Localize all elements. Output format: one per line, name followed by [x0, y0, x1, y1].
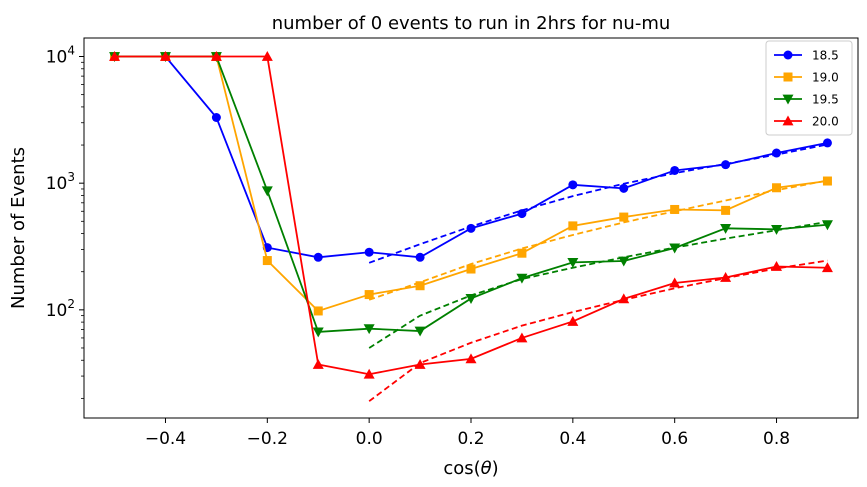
series-18-5 — [110, 52, 832, 264]
data-point — [771, 224, 783, 235]
y-axis-title: Number of Events — [8, 147, 29, 309]
x-tick-label: 0.6 — [661, 429, 688, 449]
x-tick-label: 0.8 — [763, 429, 790, 449]
data-point — [363, 368, 375, 379]
y-tick-label: 102 — [46, 297, 75, 321]
data-point — [415, 252, 425, 262]
data-point — [414, 326, 426, 337]
legend-box — [765, 40, 853, 136]
data-point — [720, 272, 732, 282]
data-point — [465, 294, 477, 304]
y-tick-label: 103 — [46, 170, 75, 194]
legend-marker — [782, 115, 794, 126]
data-point — [262, 256, 272, 266]
x-tick-label: −0.2 — [247, 429, 288, 449]
legend-label: 18.5 — [812, 49, 839, 63]
data-point — [363, 324, 375, 335]
series-20-0 — [109, 51, 833, 402]
data-point — [313, 252, 323, 262]
fit-line — [368, 220, 828, 349]
plot-area — [109, 51, 833, 402]
data-point — [466, 223, 476, 233]
data-point — [313, 306, 323, 316]
data-point — [364, 247, 374, 257]
legend-item: 19.5 — [774, 93, 839, 107]
data-point — [619, 212, 629, 222]
data-point — [822, 176, 832, 186]
data-point — [619, 183, 629, 193]
legend-item: 19.0 — [774, 71, 839, 85]
data-point — [516, 332, 528, 343]
x-tick-label: 0.0 — [356, 429, 383, 449]
data-point — [567, 315, 579, 326]
legend-marker — [783, 72, 793, 82]
data-point — [210, 51, 222, 61]
data-point — [618, 256, 630, 267]
data-point — [261, 51, 273, 61]
x-tick-label: 0.2 — [457, 429, 484, 449]
series-line — [114, 55, 828, 376]
data-point — [415, 281, 425, 291]
data-point — [517, 209, 527, 219]
data-point — [568, 221, 578, 231]
x-tick-label: 0.4 — [559, 429, 586, 449]
legend-item: 18.5 — [774, 49, 839, 63]
data-point — [822, 138, 832, 148]
data-point — [821, 220, 833, 231]
data-point — [772, 148, 782, 158]
data-point — [821, 262, 833, 273]
data-point — [312, 359, 324, 369]
data-point — [721, 160, 731, 170]
data-point — [465, 353, 477, 364]
legend: 18.5 19.0 19.5 20.0 — [765, 40, 853, 136]
data-point — [771, 260, 783, 271]
data-point — [109, 51, 121, 61]
data-point — [772, 183, 782, 193]
data-point — [670, 204, 680, 214]
x-tick-label: −0.4 — [145, 429, 186, 449]
legend-marker — [783, 50, 793, 60]
series-line — [114, 55, 828, 333]
fit-line — [368, 259, 828, 402]
data-point — [517, 248, 527, 258]
legend-label: 19.5 — [812, 93, 839, 107]
data-point — [364, 290, 374, 300]
legend-marker — [782, 94, 794, 105]
legend-label: 19.0 — [812, 71, 839, 85]
data-point — [261, 186, 273, 197]
data-point — [211, 112, 221, 122]
data-point — [670, 165, 680, 175]
series-19-0 — [110, 52, 832, 316]
data-point — [669, 277, 681, 288]
legend-item: 20.0 — [774, 115, 839, 129]
data-point — [567, 257, 579, 268]
y-tick-label: 104 — [46, 44, 75, 68]
x-axis-title: cos(θ) — [443, 458, 498, 479]
data-point — [414, 359, 426, 369]
chart-title: number of 0 events to run in 2hrs for nu… — [272, 13, 671, 34]
y-minor-ticks — [81, 61, 84, 399]
series-19-5 — [109, 52, 833, 349]
data-point — [159, 51, 171, 61]
fit-line — [368, 179, 828, 301]
data-point — [568, 180, 578, 190]
data-point — [618, 293, 630, 304]
data-point — [466, 264, 476, 274]
data-point — [669, 243, 681, 254]
legend-label: 20.0 — [812, 115, 839, 129]
data-point — [721, 205, 731, 215]
data-point — [720, 223, 732, 234]
fit-line — [368, 143, 828, 264]
data-point — [312, 327, 324, 338]
data-point — [516, 273, 528, 284]
